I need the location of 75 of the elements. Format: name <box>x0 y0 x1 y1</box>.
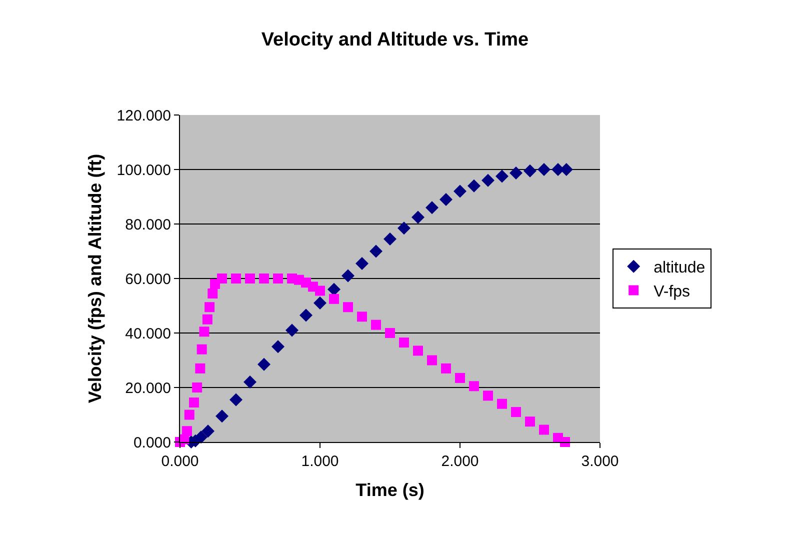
point <box>184 410 194 420</box>
point <box>497 398 507 409</box>
point <box>440 192 452 206</box>
point <box>343 302 353 312</box>
legend-label: altitude <box>654 260 706 277</box>
point <box>469 381 479 392</box>
point <box>199 326 210 337</box>
legend-label: V-fps <box>654 283 690 300</box>
x-axis-title: Time (s) <box>356 480 424 500</box>
point <box>259 274 269 284</box>
point <box>231 274 241 284</box>
point <box>245 274 255 284</box>
point <box>384 232 396 246</box>
y-axis-title: Velocity (fps) and Altitude (ft) <box>84 154 105 404</box>
point <box>398 222 410 235</box>
y-tick-label: 100.000 <box>116 162 171 179</box>
point <box>538 163 550 176</box>
point <box>216 410 228 423</box>
point <box>189 397 199 408</box>
point <box>525 416 535 427</box>
y-tick-label: 0.000 <box>133 434 171 452</box>
point <box>483 390 493 401</box>
point <box>286 324 298 337</box>
point <box>300 308 312 322</box>
point <box>455 372 465 383</box>
point <box>230 393 242 406</box>
x-tick-label: 3.000 <box>581 453 619 470</box>
point <box>357 312 367 322</box>
y-tick-label: 120.000 <box>116 107 171 124</box>
point <box>399 338 409 348</box>
x-tick-label: 2.000 <box>441 453 479 470</box>
point <box>192 382 202 392</box>
x-tick-label: 1.000 <box>301 453 339 470</box>
point <box>204 302 215 312</box>
point <box>329 294 339 304</box>
point <box>202 424 214 438</box>
point <box>194 430 208 444</box>
point <box>511 407 521 418</box>
point <box>482 174 494 187</box>
point <box>342 269 354 282</box>
point <box>454 184 466 198</box>
point <box>427 355 437 366</box>
y-tick-label: 60.000 <box>125 270 171 288</box>
point <box>385 328 395 338</box>
point <box>315 286 325 296</box>
point <box>371 320 381 330</box>
point <box>273 274 283 284</box>
y-tick-label: 80.000 <box>125 216 171 234</box>
point <box>244 376 256 389</box>
point <box>314 296 326 310</box>
point <box>560 437 570 447</box>
point <box>258 358 270 371</box>
point <box>208 288 218 298</box>
y-tick-label: 20.000 <box>125 380 171 397</box>
point <box>413 346 423 356</box>
chart-title: Velocity and Altitude vs. Time <box>261 30 529 51</box>
point <box>202 314 212 324</box>
point <box>412 210 424 224</box>
point <box>182 426 192 436</box>
x-tick-label: 0.000 <box>161 453 199 470</box>
point <box>441 363 451 374</box>
point <box>196 344 207 354</box>
point <box>468 179 480 192</box>
point <box>510 166 522 180</box>
point <box>328 282 340 296</box>
point <box>195 363 206 374</box>
point <box>426 201 438 214</box>
point <box>272 340 284 354</box>
point <box>370 244 382 258</box>
point <box>356 257 368 270</box>
point <box>524 164 536 178</box>
point <box>539 424 549 435</box>
point <box>496 170 508 183</box>
y-tick-label: 40.000 <box>125 325 171 342</box>
point <box>217 274 227 284</box>
